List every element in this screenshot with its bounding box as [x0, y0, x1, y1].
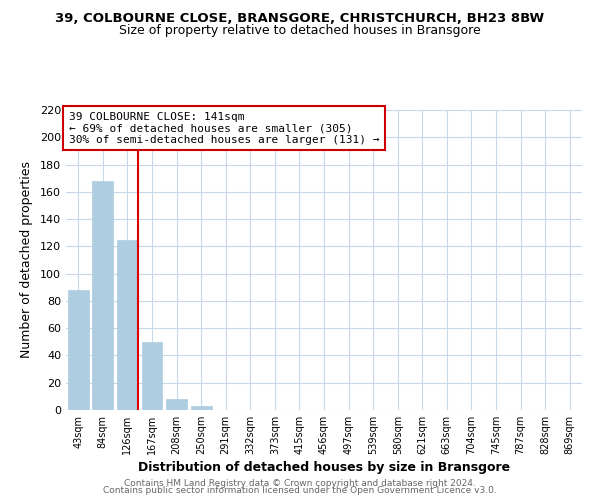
Bar [166, 399, 187, 410]
Bar [68, 290, 89, 410]
Text: 39, COLBOURNE CLOSE, BRANSGORE, CHRISTCHURCH, BH23 8BW: 39, COLBOURNE CLOSE, BRANSGORE, CHRISTCH… [55, 12, 545, 26]
Bar [117, 240, 138, 410]
Bar [92, 181, 113, 410]
Bar [142, 342, 163, 410]
Text: Contains HM Land Registry data © Crown copyright and database right 2024.: Contains HM Land Registry data © Crown c… [124, 478, 476, 488]
Y-axis label: Number of detached properties: Number of detached properties [20, 162, 33, 358]
Text: Contains public sector information licensed under the Open Government Licence v3: Contains public sector information licen… [103, 486, 497, 495]
X-axis label: Distribution of detached houses by size in Bransgore: Distribution of detached houses by size … [138, 461, 510, 474]
Text: Size of property relative to detached houses in Bransgore: Size of property relative to detached ho… [119, 24, 481, 37]
Text: 39 COLBOURNE CLOSE: 141sqm
← 69% of detached houses are smaller (305)
30% of sem: 39 COLBOURNE CLOSE: 141sqm ← 69% of deta… [68, 112, 379, 144]
Bar [191, 406, 212, 410]
